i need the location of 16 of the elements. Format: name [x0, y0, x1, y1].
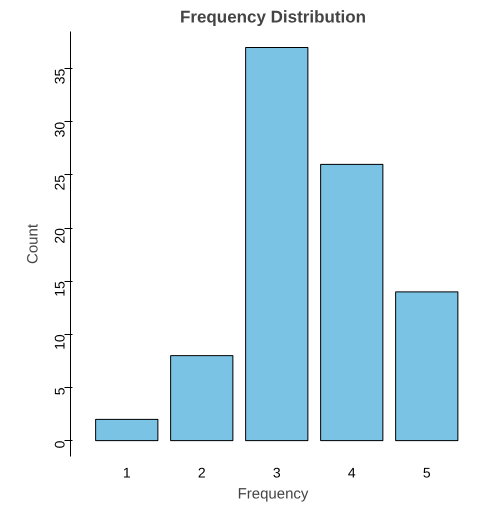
- x-axis-title: Frequency: [238, 486, 309, 502]
- x-tick-label: 1: [122, 464, 131, 480]
- y-tick-label: 20: [52, 228, 68, 244]
- x-tick-label: 3: [272, 464, 281, 480]
- chart-title: Frequency Distribution: [180, 8, 366, 26]
- y-tick-label: 15: [52, 280, 68, 297]
- x-tick-label: 2: [198, 464, 206, 480]
- y-tick-label: 0: [52, 440, 68, 448]
- y-axis-title: Count: [24, 223, 42, 264]
- x-tick-label: 5: [422, 464, 431, 480]
- y-tick-label: 25: [52, 174, 68, 191]
- y-tick-label: 35: [52, 68, 68, 84]
- x-tick-label: 4: [348, 464, 356, 480]
- y-tick-label: 10: [52, 334, 68, 350]
- y-tick-label: 30: [52, 122, 68, 138]
- y-tick-label: 5: [52, 387, 68, 396]
